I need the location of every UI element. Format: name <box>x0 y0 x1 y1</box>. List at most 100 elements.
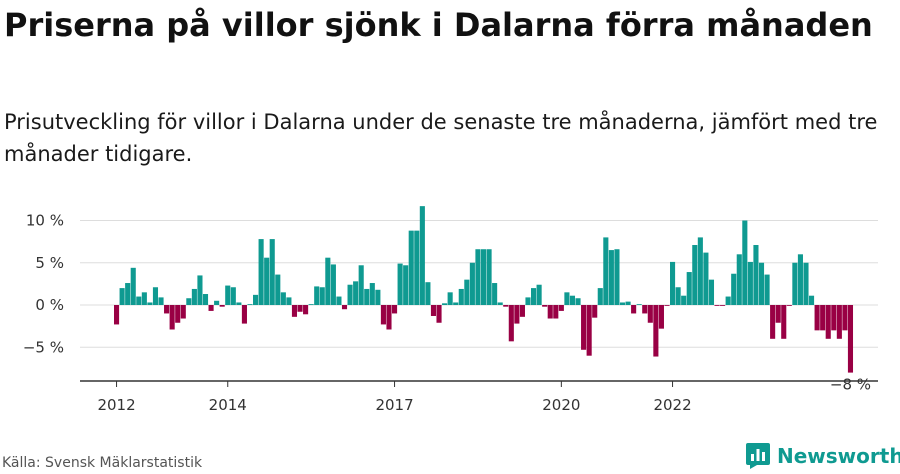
bar <box>152 287 159 305</box>
bar <box>614 249 620 305</box>
bar <box>686 272 692 305</box>
bar <box>814 305 820 331</box>
y-tick-label: 5 % <box>35 254 64 272</box>
bar <box>714 305 720 306</box>
bar <box>408 230 414 305</box>
bar <box>186 298 192 305</box>
bar <box>414 230 420 305</box>
bar <box>831 305 837 331</box>
bar <box>519 305 525 317</box>
bar <box>619 302 626 305</box>
bar <box>720 305 726 306</box>
y-tick-labels: −5 % 0 % 5 % 10 % <box>23 212 64 357</box>
bar-chart-logo-icon <box>746 443 770 469</box>
y-tick-label: −5 % <box>23 338 64 356</box>
bar <box>592 305 598 318</box>
bar <box>369 283 375 305</box>
bar <box>825 305 831 339</box>
bar <box>169 305 175 330</box>
bar <box>558 305 564 311</box>
bar <box>164 305 170 314</box>
bar <box>736 254 742 305</box>
bar <box>569 295 576 305</box>
bar <box>214 300 220 305</box>
bar <box>347 284 353 305</box>
bar <box>275 274 281 305</box>
bars <box>114 206 854 373</box>
bar <box>703 252 709 305</box>
bar <box>114 305 120 325</box>
bar <box>453 302 459 305</box>
bar <box>425 282 431 305</box>
bar <box>781 305 787 339</box>
bar <box>341 305 348 310</box>
bar <box>503 305 509 307</box>
bar <box>603 237 609 305</box>
bar <box>147 302 153 305</box>
bar <box>786 305 792 306</box>
bar <box>247 304 253 305</box>
bar <box>547 305 553 319</box>
bar <box>753 245 759 305</box>
bar <box>636 304 642 305</box>
bar <box>442 303 448 305</box>
bar <box>397 263 403 305</box>
bar <box>458 288 464 305</box>
bar <box>125 283 131 305</box>
bar <box>770 305 776 339</box>
bar <box>742 220 748 305</box>
bar <box>358 265 364 305</box>
x-tick-label: 2014 <box>209 396 247 414</box>
bar <box>308 304 314 305</box>
x-tick-label: 2022 <box>653 396 691 414</box>
bar <box>670 261 676 305</box>
bar <box>314 286 320 305</box>
bar <box>792 262 798 305</box>
bar <box>141 292 147 305</box>
source-note: Källa: Svensk Mäklarstatistik <box>2 455 203 471</box>
bar <box>280 292 286 305</box>
bar <box>731 273 737 305</box>
y-tick-label: 10 % <box>26 212 64 230</box>
bar <box>531 288 537 305</box>
bar <box>803 262 809 305</box>
bar <box>353 281 359 305</box>
bar <box>542 305 548 307</box>
bar <box>480 249 487 305</box>
bar <box>475 249 481 305</box>
bar <box>653 305 659 357</box>
bar <box>764 274 770 305</box>
bar <box>336 296 342 305</box>
bar <box>392 305 398 314</box>
bar <box>625 301 631 305</box>
bar <box>553 305 559 319</box>
bar <box>286 297 292 305</box>
bar <box>130 267 136 305</box>
bar <box>430 305 437 316</box>
bar <box>797 254 803 305</box>
bar <box>136 296 142 305</box>
bar <box>809 295 815 305</box>
bar <box>180 305 186 319</box>
bar <box>631 305 637 314</box>
bar <box>219 305 225 307</box>
bar <box>175 305 181 323</box>
bar <box>664 305 670 306</box>
chart-title: Priserna på villor sjönk i Dalarna förra… <box>4 6 873 44</box>
bar <box>647 305 653 323</box>
bar <box>675 287 681 305</box>
last-value-label: −8 % <box>830 376 871 394</box>
bar <box>642 305 648 314</box>
bar <box>564 292 570 305</box>
bar <box>241 305 247 324</box>
bar <box>681 295 687 305</box>
bar <box>319 287 325 305</box>
bar <box>325 257 331 305</box>
brand-name: Newsworthy <box>777 444 900 468</box>
bar <box>297 305 303 312</box>
bar <box>436 305 442 323</box>
bar <box>264 257 270 305</box>
brand-logo[interactable]: Newsworthy <box>745 441 900 471</box>
bar <box>469 262 475 305</box>
bar <box>258 239 264 305</box>
